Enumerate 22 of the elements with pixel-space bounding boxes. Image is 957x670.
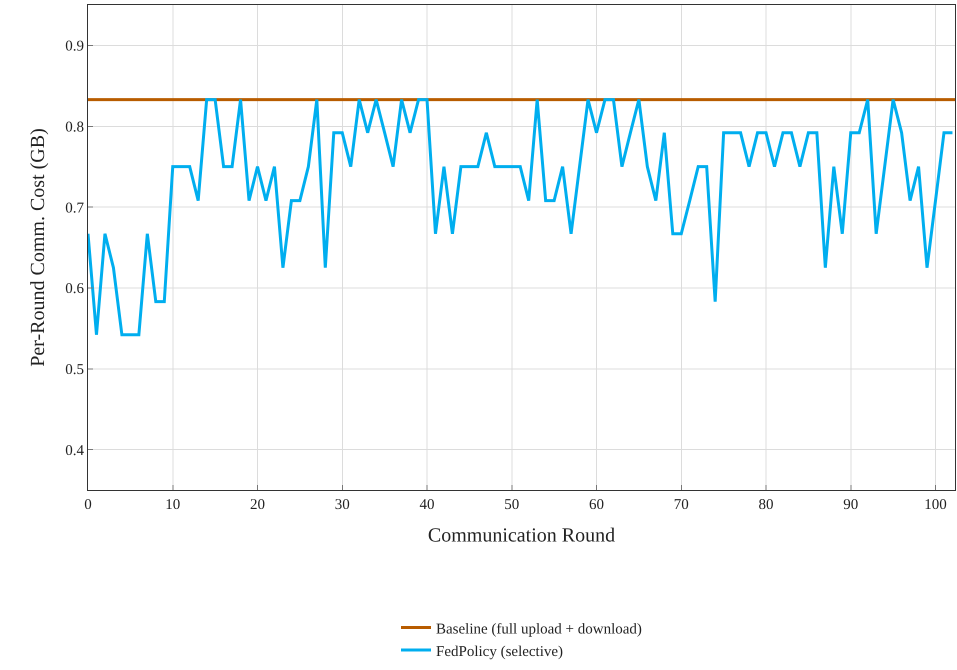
x-tick-label: 20	[250, 497, 265, 513]
line-series	[88, 98, 954, 336]
x-tick-label: 60	[589, 497, 604, 513]
x-tick-label: 100	[924, 497, 947, 513]
legend-label: FedPolicy (selective)	[436, 644, 564, 660]
y-tick-label: 0.8	[65, 120, 84, 136]
x-tick-label: 70	[674, 497, 689, 513]
x-tick-label: 90	[843, 497, 858, 513]
y-tick-label: 0.5	[65, 362, 84, 378]
x-tick-label: 80	[758, 497, 774, 513]
x-tick-label: 10	[165, 497, 180, 513]
x-tick-label: 0	[84, 497, 92, 513]
x-tick-label: 30	[334, 497, 350, 513]
y-tick-label: 0.7	[65, 200, 84, 216]
y-tick-label: 0.4	[65, 442, 84, 459]
y-axis-title: Per-Round Comm. Cost (GB)	[26, 128, 49, 367]
legend-label: Baseline (full upload + download)	[436, 621, 642, 638]
x-tick-label: 40	[420, 497, 434, 513]
x-axis-title: Communication Round	[428, 524, 616, 546]
x-tick-label: 50	[504, 497, 520, 513]
y-tick-label: 0.6	[65, 281, 84, 298]
y-tick-label: 0.9	[65, 38, 84, 55]
